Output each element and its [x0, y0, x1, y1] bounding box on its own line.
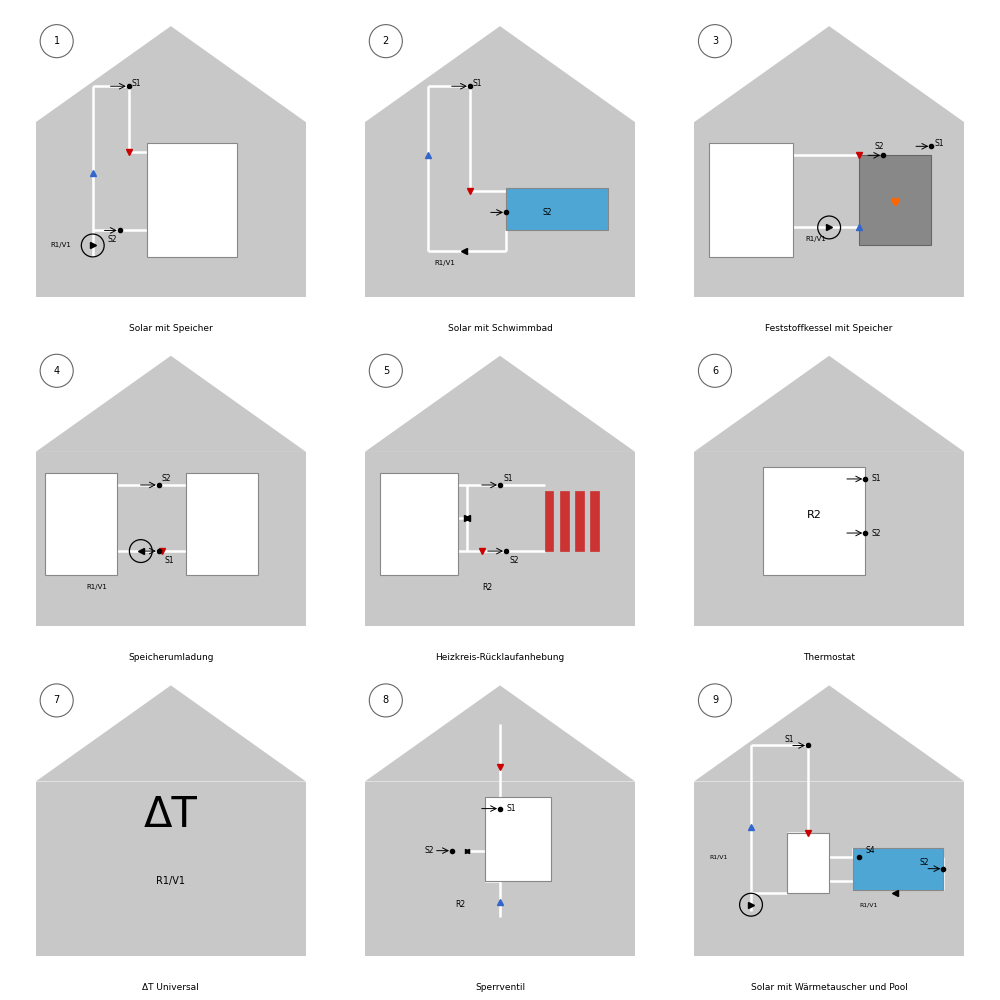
Text: S2: S2	[542, 208, 552, 217]
Bar	[506, 188, 608, 230]
Polygon shape	[36, 685, 306, 782]
Text: Sperrventil: Sperrventil	[475, 983, 525, 992]
Text: Solar mit Speicher: Solar mit Speicher	[129, 324, 213, 333]
Text: R2: R2	[482, 583, 492, 592]
Text: Speicherumladung: Speicherumladung	[128, 653, 214, 662]
Text: S2: S2	[425, 846, 434, 855]
Text: ♥: ♥	[890, 197, 901, 210]
Text: R1/V1: R1/V1	[434, 260, 455, 266]
Bar	[763, 467, 865, 575]
Text: ΔT Universal: ΔT Universal	[142, 983, 199, 992]
Text: S1: S1	[503, 474, 513, 483]
Bar	[859, 155, 931, 245]
Bar	[709, 143, 793, 257]
Circle shape	[369, 354, 402, 387]
Text: 8: 8	[383, 695, 389, 705]
Bar	[694, 782, 964, 956]
Text: S1: S1	[506, 804, 516, 813]
Bar	[575, 491, 584, 551]
Polygon shape	[36, 26, 306, 122]
Text: S1: S1	[473, 79, 482, 88]
Bar	[380, 473, 458, 575]
Text: 7: 7	[54, 695, 60, 705]
Text: R1/V1: R1/V1	[709, 854, 727, 859]
Text: S2: S2	[871, 529, 881, 538]
Text: S1: S1	[934, 139, 944, 148]
Polygon shape	[694, 26, 964, 122]
Text: S2: S2	[874, 142, 884, 151]
Text: 5: 5	[383, 366, 389, 376]
Text: S1: S1	[784, 735, 794, 744]
Text: S2: S2	[509, 556, 519, 565]
Circle shape	[40, 684, 73, 717]
Text: 6: 6	[712, 366, 718, 376]
Text: S2: S2	[162, 474, 171, 483]
Bar	[590, 491, 599, 551]
Text: S1: S1	[165, 556, 174, 565]
Text: R1/V1: R1/V1	[87, 584, 108, 590]
Text: Solar mit Schwimmbad: Solar mit Schwimmbad	[448, 324, 552, 333]
Text: S2: S2	[919, 858, 929, 867]
Text: R2: R2	[807, 510, 822, 520]
Circle shape	[369, 684, 402, 717]
Text: ΔT: ΔT	[144, 794, 198, 836]
Text: S4: S4	[865, 846, 875, 855]
Text: R1/V1: R1/V1	[51, 242, 72, 248]
Bar	[365, 452, 635, 626]
Polygon shape	[365, 356, 635, 452]
Polygon shape	[694, 685, 964, 782]
Text: 1: 1	[54, 36, 60, 46]
Polygon shape	[36, 356, 306, 452]
Bar	[787, 833, 829, 893]
Bar	[36, 782, 306, 956]
Text: 2: 2	[383, 36, 389, 46]
Bar	[147, 143, 237, 257]
Bar	[36, 452, 306, 626]
Text: Feststoffkessel mit Speicher: Feststoffkessel mit Speicher	[765, 324, 893, 333]
Text: Heizkreis-Rücklaufanhebung: Heizkreis-Rücklaufanhebung	[435, 653, 565, 662]
Text: R1/V1: R1/V1	[859, 902, 878, 907]
Polygon shape	[365, 685, 635, 782]
Bar	[45, 473, 117, 575]
Bar	[560, 491, 569, 551]
Text: Solar mit Wärmetauscher und Pool: Solar mit Wärmetauscher und Pool	[751, 983, 908, 992]
Bar	[186, 473, 258, 575]
Text: R2: R2	[455, 900, 465, 909]
Circle shape	[40, 354, 73, 387]
Circle shape	[698, 684, 731, 717]
Polygon shape	[365, 26, 635, 122]
Circle shape	[40, 25, 73, 58]
Bar	[365, 782, 635, 956]
Bar	[365, 122, 635, 297]
Text: Thermostat: Thermostat	[803, 653, 855, 662]
Text: 9: 9	[712, 695, 718, 705]
Circle shape	[369, 25, 402, 58]
Text: 4: 4	[54, 366, 60, 376]
Bar	[36, 122, 306, 297]
Text: 3: 3	[712, 36, 718, 46]
Circle shape	[698, 354, 731, 387]
Text: R1/V1: R1/V1	[156, 876, 185, 886]
Circle shape	[698, 25, 731, 58]
Text: S1: S1	[871, 474, 881, 483]
Polygon shape	[694, 356, 964, 452]
Bar	[694, 122, 964, 297]
Bar	[485, 797, 551, 881]
Bar	[853, 848, 943, 890]
Bar	[545, 491, 553, 551]
Text: S2: S2	[108, 235, 117, 244]
Bar	[694, 452, 964, 626]
Text: S1: S1	[132, 79, 141, 88]
Text: R1/V1: R1/V1	[805, 236, 826, 242]
